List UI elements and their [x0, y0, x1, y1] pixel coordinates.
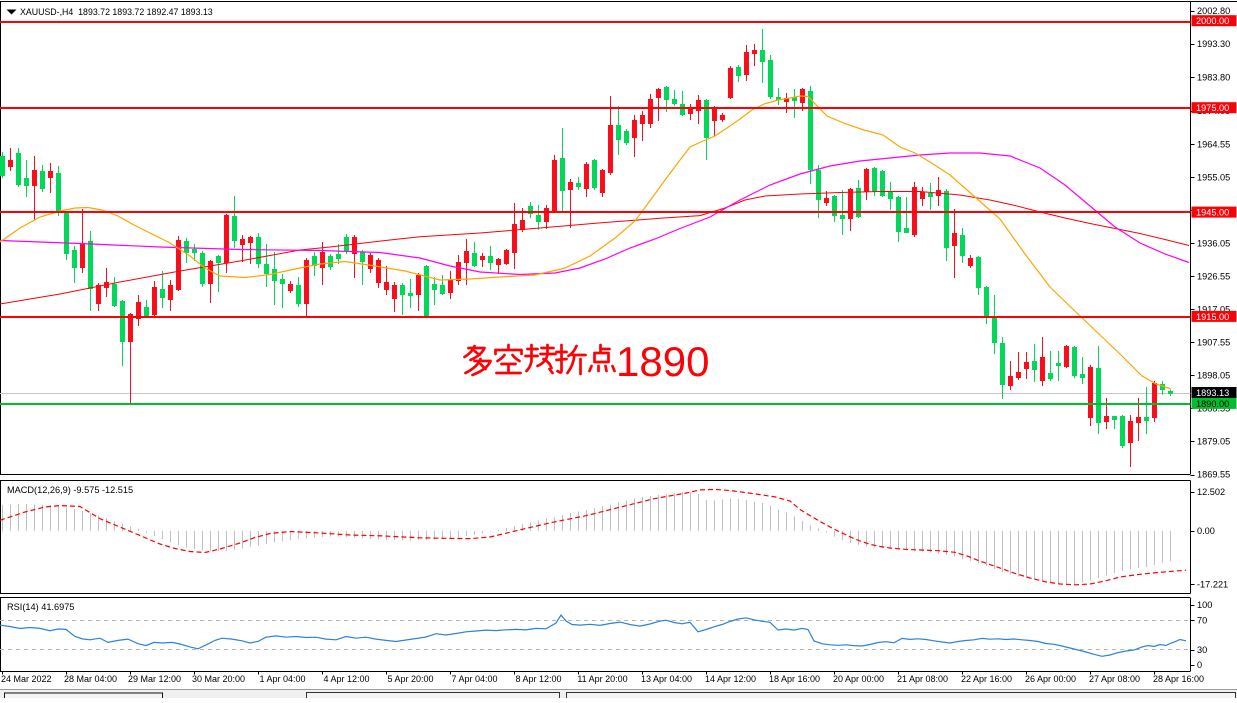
svg-text:MACD(12,26,9) -9.575 -12.515: MACD(12,26,9) -9.575 -12.515 [7, 485, 133, 495]
svg-text:14 Apr 12:00: 14 Apr 12:00 [705, 674, 756, 684]
svg-text:2002.80: 2002.80 [1197, 6, 1230, 16]
svg-text:30 Mar 20:00: 30 Mar 20:00 [192, 674, 245, 684]
svg-text:20 Apr 00:00: 20 Apr 00:00 [833, 674, 884, 684]
svg-text:28 Apr 16:00: 28 Apr 16:00 [1153, 674, 1204, 684]
svg-text:XAUUSD-,H4 1893.72 1893.72 18: XAUUSD-,H4 1893.72 1893.72 1892.47 1893.… [20, 7, 213, 17]
svg-text:1983.80: 1983.80 [1197, 72, 1230, 82]
svg-text:100: 100 [1197, 600, 1212, 610]
svg-text:1975.00: 1975.00 [1196, 103, 1229, 113]
svg-text:13 Apr 04:00: 13 Apr 04:00 [641, 674, 692, 684]
svg-text:1907.55: 1907.55 [1197, 338, 1230, 348]
svg-text:1936.05: 1936.05 [1197, 238, 1230, 248]
svg-text:1955.05: 1955.05 [1197, 172, 1230, 182]
svg-text:1890: 1890 [616, 338, 709, 385]
svg-text:0.00: 0.00 [1197, 526, 1215, 536]
svg-text:1879.05: 1879.05 [1197, 437, 1230, 447]
svg-text:70: 70 [1197, 615, 1207, 625]
svg-text:12.502: 12.502 [1197, 487, 1225, 497]
svg-text:4 Apr 12:00: 4 Apr 12:00 [323, 674, 369, 684]
svg-text:1917.05: 1917.05 [1197, 305, 1230, 315]
svg-text:-17.221: -17.221 [1197, 580, 1228, 590]
svg-text:RSI(14) 41.6975: RSI(14) 41.6975 [7, 602, 74, 612]
svg-text:21 Apr 08:00: 21 Apr 08:00 [897, 674, 948, 684]
svg-text:22 Apr 16:00: 22 Apr 16:00 [961, 674, 1012, 684]
svg-text:1993.30: 1993.30 [1197, 39, 1230, 49]
svg-text:5 Apr 20:00: 5 Apr 20:00 [387, 674, 433, 684]
svg-text:1964.55: 1964.55 [1197, 139, 1230, 149]
svg-text:28 Mar 04:00: 28 Mar 04:00 [64, 674, 117, 684]
svg-text:7 Apr 04:00: 7 Apr 04:00 [451, 674, 497, 684]
svg-text:30: 30 [1197, 645, 1207, 655]
svg-text:1893.13: 1893.13 [1196, 388, 1229, 398]
svg-text:1869.55: 1869.55 [1197, 470, 1230, 480]
svg-text:1915.00: 1915.00 [1196, 312, 1229, 322]
svg-text:1945.00: 1945.00 [1196, 208, 1229, 218]
svg-text:1926.55: 1926.55 [1197, 271, 1230, 281]
svg-text:1898.05: 1898.05 [1197, 371, 1230, 381]
svg-text:8 Apr 12:00: 8 Apr 12:00 [515, 674, 561, 684]
svg-text:24 Mar 2022: 24 Mar 2022 [1, 674, 52, 684]
svg-text:1890.00: 1890.00 [1196, 399, 1229, 409]
svg-text:0: 0 [1197, 660, 1202, 670]
svg-text:2000.00: 2000.00 [1196, 16, 1229, 26]
svg-text:11 Apr 20:00: 11 Apr 20:00 [577, 674, 627, 684]
svg-text:18 Apr 16:00: 18 Apr 16:00 [769, 674, 820, 684]
svg-text:1 Apr 04:00: 1 Apr 04:00 [259, 674, 305, 684]
svg-text:27 Apr 08:00: 27 Apr 08:00 [1089, 674, 1140, 684]
svg-text:26 Apr 00:00: 26 Apr 00:00 [1025, 674, 1076, 684]
svg-text:29 Mar 12:00: 29 Mar 12:00 [128, 674, 181, 684]
